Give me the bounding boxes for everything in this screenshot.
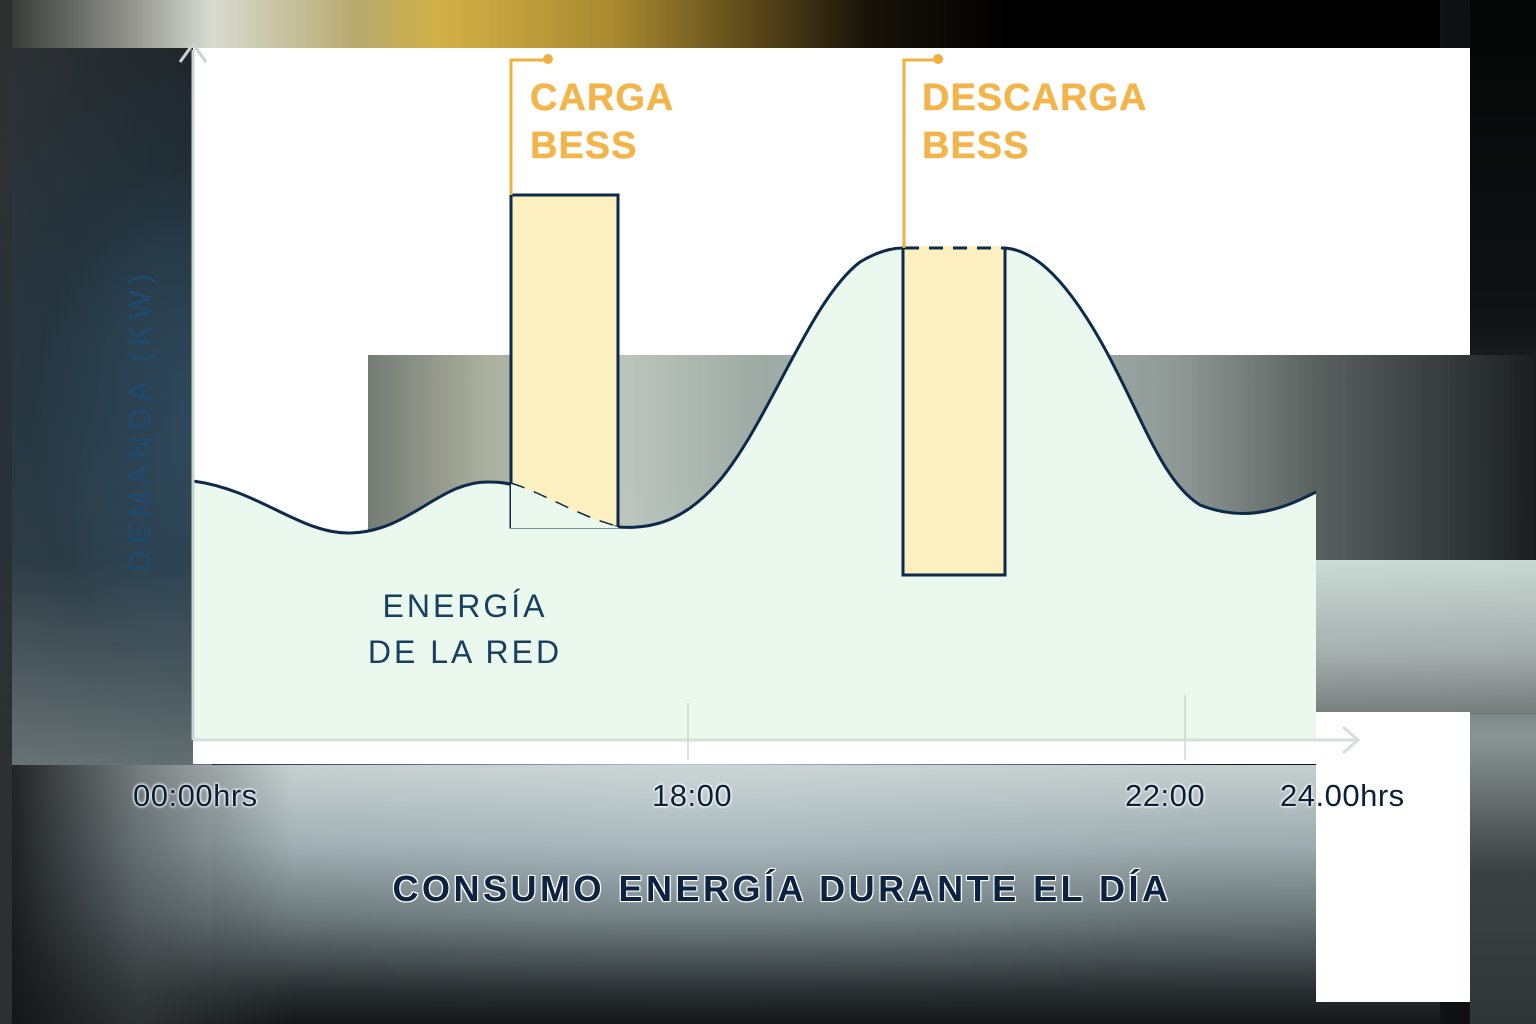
background-patch-zone-low <box>1316 560 1536 715</box>
demand-curve-middle <box>617 246 904 529</box>
grid-energy-label-line2: DE LA RED <box>367 634 563 670</box>
grid-energy-label-line1: ENERGÍA <box>382 588 548 624</box>
x-tick-label-start: 00:00hrs <box>133 778 258 813</box>
descarga-bess-label: DESCARGA BESS <box>922 74 1147 170</box>
top-gold-band <box>12 0 1440 48</box>
x-tick-label-end: 24.00hrs <box>1280 778 1405 813</box>
descarga-callout-dot <box>933 54 943 64</box>
carga-callout-dot <box>543 54 553 64</box>
x-tick-label-22: 22:00 <box>1125 778 1206 813</box>
y-axis-arrow-icon <box>178 41 208 63</box>
descarga-label-line2: BESS <box>922 125 1030 167</box>
x-axis-arrow-icon <box>1342 725 1361 755</box>
background-bottom-left-shade <box>12 765 292 1024</box>
descarga-label-line1: DESCARGA <box>922 77 1148 119</box>
descarga-callout-line <box>902 58 938 248</box>
carga-callout-line <box>509 58 548 195</box>
y-axis-label: DEMANDA (KW) <box>122 267 157 573</box>
demand-curve-right <box>1004 246 1317 515</box>
x-axis-band <box>193 740 1328 764</box>
chart-title: CONSUMO ENERGÍA DURANTE EL DÍA <box>392 868 1172 909</box>
carga-bess-label: CARGA BESS <box>530 74 674 170</box>
carga-bess-bar <box>509 193 620 529</box>
x-tick-label-18: 18:00 <box>652 778 733 813</box>
carga-label-line2: BESS <box>530 125 638 167</box>
grid-energy-area <box>193 248 1316 740</box>
demand-curve-left <box>192 479 512 535</box>
carga-bar-lower-fill <box>511 484 618 528</box>
descarga-bess-bar <box>901 246 1007 577</box>
grid-energy-label: ENERGÍA DE LA RED <box>340 583 590 675</box>
carga-label-line1: CARGA <box>530 77 675 119</box>
chart-panel-right-bottom <box>1316 712 1470 1002</box>
